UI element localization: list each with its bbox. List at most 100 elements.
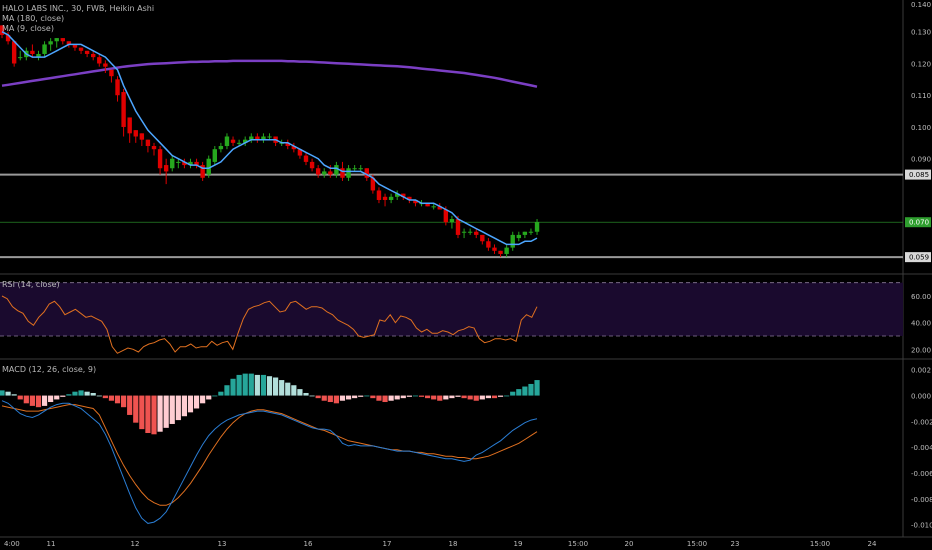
candle-77: [467, 228, 473, 235]
candle-body: [528, 231, 534, 233]
candle-body: [36, 53, 41, 58]
macd-bar-49: [297, 389, 303, 396]
time-tick-5: 17: [383, 540, 392, 548]
macd-bar-72: [437, 395, 443, 401]
candle-body: [48, 41, 53, 45]
candle-body: [97, 57, 102, 64]
candle-48: [291, 142, 297, 153]
candle-39: [236, 139, 242, 147]
time-tick-8: 15:00: [568, 540, 588, 548]
candle-76: [461, 228, 467, 239]
macd-bar-22: [133, 395, 139, 423]
macd-bar-26: [157, 395, 163, 432]
candle-26: [157, 146, 163, 175]
candle-87: [528, 228, 534, 235]
candle-51: [309, 158, 315, 172]
candle-body: [291, 146, 297, 150]
macd-bar-58: [352, 395, 358, 399]
rsi-band: [0, 282, 903, 337]
candle-body: [370, 177, 376, 191]
candle-body: [437, 206, 442, 210]
macd-bar-51: [309, 395, 315, 397]
candle-1: [5, 31, 11, 45]
candle-body: [322, 171, 327, 175]
rsi-tick-2: 20.00: [911, 346, 931, 354]
candle-body: [78, 47, 84, 51]
macd-bar-65: [394, 395, 400, 400]
candle-37: [224, 133, 230, 150]
candle-83: [504, 244, 509, 258]
macd-tick-6: -0.010: [911, 522, 932, 530]
candle-28: [170, 155, 175, 172]
candle-body: [401, 193, 406, 197]
candle-body: [230, 139, 236, 143]
time-tick-3: 13: [218, 540, 227, 548]
macd-bar-86: [522, 386, 528, 396]
candle-9: [54, 38, 59, 48]
candle-body: [498, 250, 503, 254]
time-tick-10: 15:00: [687, 540, 707, 548]
time-tick-7: 19: [514, 540, 523, 548]
candle-25: [151, 142, 157, 156]
rsi-title: RSI (14, close): [2, 280, 60, 289]
candle-body: [212, 149, 217, 162]
candle-5: [30, 44, 35, 58]
macd-bar-21: [127, 395, 133, 415]
macd-bar-33: [200, 395, 206, 404]
candle-44: [267, 133, 272, 140]
candle-53: [322, 168, 327, 178]
macd-bar-44: [266, 376, 273, 396]
candle-body: [516, 234, 521, 239]
macd-bar-60: [364, 395, 370, 397]
macd-bar-83: [504, 395, 510, 397]
candle-body: [474, 231, 479, 235]
symbol-title: HALO LABS INC., 30, FWB, Heikin Ashi: [2, 4, 155, 13]
level-label-bg-0: [905, 169, 931, 180]
macd-bar-10: [60, 395, 66, 397]
ma180-line: [1, 59, 538, 88]
macd-bar-29: [175, 395, 181, 421]
time-tick-11: 23: [731, 540, 740, 548]
ma180-path: [1, 59, 538, 88]
time-tick-6: 18: [449, 540, 458, 548]
candle-body: [382, 196, 388, 200]
candle-62: [376, 187, 382, 204]
macd-bar-57: [345, 395, 352, 400]
candle-body: [358, 168, 363, 170]
macd-bar-59: [358, 395, 364, 397]
macd-bar-7: [41, 395, 48, 406]
candle-body: [522, 231, 528, 235]
candle-49: [297, 149, 303, 159]
macd-bar-2: [11, 394, 17, 396]
candle-body: [303, 155, 309, 162]
level-label-bg-1: [905, 252, 931, 263]
price-tick-4: 0.100: [911, 124, 931, 132]
candle-59: [358, 165, 363, 172]
candle-body: [163, 165, 169, 172]
macd-bar-43: [260, 374, 267, 396]
candle-body: [334, 165, 339, 175]
macd-bar-66: [400, 395, 406, 399]
macd-lines: [1, 400, 538, 524]
macd-bar-9: [54, 395, 60, 400]
macd-bar-50: [303, 392, 309, 396]
candle-43: [261, 133, 266, 143]
price-axis[interactable]: 0.140 0.130 0.120 0.110 0.100 0.090 0.070 0.085…: [905, 1, 932, 530]
macd-bar-35: [212, 395, 218, 397]
macd-title: MACD (12, 26, close, 9): [2, 365, 97, 374]
candle-15: [91, 50, 96, 61]
time-axis[interactable]: 4:00 11 12 13 16 17 18 19 15:00 20 15:00 23 15:00 24: [4, 540, 877, 548]
rsi-path: [1, 295, 538, 354]
macd-bar-71: [431, 395, 437, 400]
candle-body: [443, 209, 449, 223]
candle-71: [431, 203, 436, 210]
candle-30: [182, 158, 187, 169]
candle-body: [413, 199, 418, 204]
time-tick-4: 16: [304, 540, 313, 548]
rsi-tick-1: 40.00: [911, 320, 931, 328]
ma180-legend: MA (180, close): [2, 14, 65, 23]
candle-52: [315, 165, 321, 178]
macd-bar-0: [0, 390, 5, 396]
candle-3: [18, 50, 23, 61]
